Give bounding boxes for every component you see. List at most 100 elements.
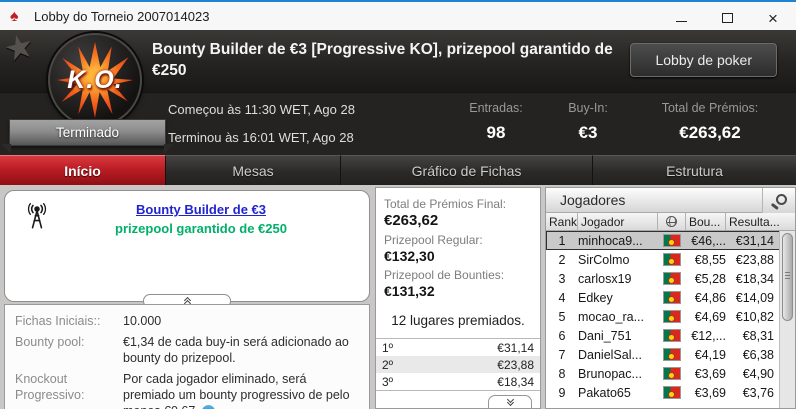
- lobby-de-poker-button[interactable]: Lobby de poker: [630, 43, 777, 77]
- players-scrollbar[interactable]: [779, 231, 795, 408]
- player-bounty: €3,69: [694, 366, 726, 381]
- payout-place: 3º: [382, 374, 394, 389]
- info-row: Bounty pool: €1,34 de cada buy-in será a…: [15, 334, 359, 366]
- column-header-result[interactable]: Resulta...: [726, 213, 795, 231]
- stat-label: Total de Prémios:: [661, 101, 759, 115]
- paid-places-text: 12 lugares premiados.: [391, 313, 525, 328]
- tournament-name-link[interactable]: Bounty Builder de €3: [135, 202, 267, 217]
- total-prize-label: Total de Prémios Final:: [384, 197, 507, 211]
- minimize-icon: [675, 20, 687, 22]
- portugal-flag-icon: [664, 387, 680, 398]
- player-country: [658, 273, 686, 284]
- player-row[interactable]: 5 mocao_ra... €4,69 €10,82: [546, 307, 795, 326]
- status-badge: Terminado: [1, 119, 174, 154]
- column-header-country[interactable]: [658, 213, 686, 231]
- tab[interactable]: Gráfico de Fichas: [341, 155, 593, 185]
- player-country: [658, 254, 686, 265]
- payout-row: 3º €18,34: [376, 373, 540, 390]
- player-result: €3,76: [742, 385, 774, 400]
- player-country: [658, 330, 686, 341]
- stat-value: 98: [486, 123, 506, 142]
- close-button[interactable]: ×: [750, 4, 796, 32]
- player-name: DanielSal...: [578, 347, 642, 362]
- info-label: Knockout Progressivo:: [15, 372, 85, 402]
- portugal-flag-icon: [664, 330, 680, 341]
- player-rank: 4: [558, 290, 566, 305]
- player-bounty: €12,...: [691, 328, 726, 343]
- payout-place: 2º: [382, 357, 394, 372]
- total-prize-value: €263,62: [384, 212, 439, 229]
- tab[interactable]: Mesas: [166, 155, 341, 185]
- player-row[interactable]: 2 SirColmo €8,55 €23,88: [546, 250, 795, 269]
- stat-value: €3: [578, 123, 598, 142]
- tournament-title: Bounty Builder de €3 [Progressive KO], p…: [152, 41, 613, 79]
- portugal-flag-icon: [664, 349, 680, 360]
- regular-prizepool-value: €132,30: [384, 248, 435, 264]
- player-rank: 8: [558, 366, 566, 381]
- player-rank: 6: [558, 328, 566, 343]
- portugal-flag-icon: [664, 292, 680, 303]
- maximize-button[interactable]: [704, 4, 750, 32]
- portugal-flag-icon: [664, 235, 680, 246]
- info-value: 10.000: [123, 314, 162, 328]
- maximize-icon: [721, 13, 733, 23]
- stat-block: Entradas: 98: [450, 101, 542, 143]
- info-value: €1,34 de cada buy-in será adicionado ao …: [123, 335, 349, 365]
- tab[interactable]: Estrutura: [593, 155, 796, 185]
- column-header-bounty[interactable]: Bou...: [686, 213, 726, 231]
- players-rows: 1 minhoca9... €46,... €31,14 2 SirColmo …: [546, 231, 795, 402]
- player-row[interactable]: 9 Pakato65 €3,69 €3,76: [546, 383, 795, 402]
- info-icon[interactable]: [201, 405, 215, 409]
- player-row[interactable]: 7 DanielSal... €4,19 €6,38: [546, 345, 795, 364]
- regular-prizepool-label: Prizepool Regular:: [384, 233, 483, 247]
- scrollbar-thumb[interactable]: [782, 233, 793, 321]
- bounty-prizepool-label: Prizepool de Bounties:: [384, 268, 505, 282]
- ko-badge-label: K.O.: [67, 65, 123, 94]
- end-time-text: Terminou às 16:01 WET, Ago 28: [168, 130, 354, 145]
- player-row[interactable]: 3 carlosx19 €5,28 €18,34: [546, 269, 795, 288]
- payout-amount: €31,14: [497, 340, 534, 355]
- players-panel: Jogadores Rank Jogador Bou... Resulta...: [545, 187, 796, 409]
- stat-label: Buy-In:: [568, 101, 608, 115]
- player-row[interactable]: 4 Edkey €4,86 €14,09: [546, 288, 795, 307]
- stat-block: Buy-In: €3: [542, 101, 634, 143]
- column-header-rank[interactable]: Rank: [546, 213, 578, 231]
- portugal-flag-icon: [664, 273, 680, 284]
- window-title: Lobby do Torneio 2007014023: [34, 9, 210, 24]
- player-rank: 1: [558, 233, 566, 248]
- player-name: minhoca9...: [578, 233, 643, 248]
- player-country: [658, 235, 686, 246]
- ko-badge-icon: K.O.: [48, 33, 142, 127]
- tab[interactable]: Início: [0, 155, 166, 185]
- content-area: Bounty Builder de €3 prizepool garantido…: [0, 185, 796, 409]
- column-header-player[interactable]: Jogador: [578, 213, 658, 231]
- titlebar[interactable]: ♠ Lobby do Torneio 2007014023 ×: [0, 0, 796, 30]
- expand-payouts-handle[interactable]: [488, 395, 532, 408]
- player-result: €8,31: [742, 328, 774, 343]
- tournament-stats: Entradas: 98 Buy-In: €3 Total de Prémios…: [450, 101, 786, 143]
- antenna-icon: [21, 201, 53, 238]
- portugal-flag-icon: [664, 368, 680, 379]
- info-row: Fichas Iniciais:: 10.000: [15, 313, 359, 329]
- stat-block: Total de Prémios: €263,62: [634, 101, 786, 143]
- player-row[interactable]: 1 minhoca9... €46,... €31,14: [546, 231, 795, 250]
- player-result: €4,90: [742, 366, 774, 381]
- close-icon: ×: [768, 8, 778, 28]
- player-name: Edkey: [578, 290, 613, 305]
- player-row[interactable]: 6 Dani_751 €12,... €8,31: [546, 326, 795, 345]
- tab-label: Gráfico de Fichas: [411, 162, 522, 179]
- player-result: €10,82: [735, 309, 774, 324]
- minimize-button[interactable]: [658, 4, 704, 32]
- search-player-button[interactable]: [762, 188, 795, 213]
- player-rank: 3: [558, 271, 566, 286]
- player-result: €18,34: [735, 271, 774, 286]
- player-result: €31,14: [735, 233, 774, 248]
- guarantee-text: prizepool garantido de €250: [115, 221, 287, 236]
- player-row[interactable]: 8 Brunopac... €3,69 €4,90: [546, 364, 795, 383]
- player-bounty: €46,...: [691, 233, 726, 248]
- tournament-description-card: Bounty Builder de €3 prizepool garantido…: [4, 190, 370, 308]
- portugal-flag-icon: [664, 311, 680, 322]
- player-result: €23,88: [735, 252, 774, 267]
- player-name: mocao_ra...: [578, 309, 645, 324]
